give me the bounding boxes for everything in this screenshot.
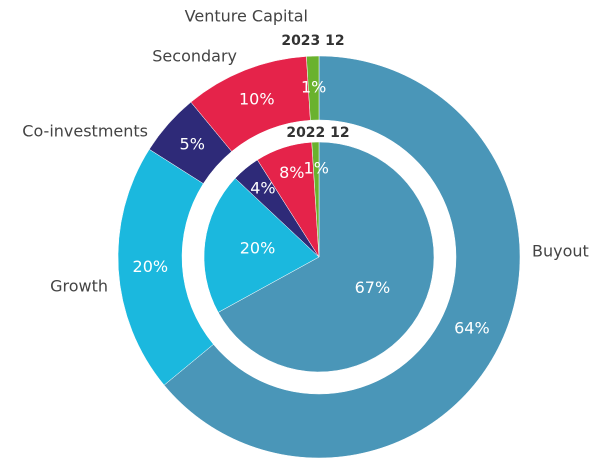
value-label: 67%	[355, 278, 391, 297]
inner-series-label: 2022 12	[286, 125, 349, 141]
value-label: 64%	[454, 318, 490, 337]
value-label: 1%	[304, 159, 329, 178]
category-label: Buyout	[532, 242, 589, 261]
value-label: 5%	[180, 135, 205, 154]
slice	[306, 55, 320, 121]
slice	[117, 148, 214, 386]
value-label: 10%	[239, 89, 275, 108]
value-label: 20%	[133, 257, 169, 276]
value-label: 8%	[279, 163, 304, 182]
slice	[203, 177, 320, 313]
slice	[311, 141, 320, 258]
category-label: Venture Capital	[185, 7, 308, 26]
outer-series-label: 2023 12	[281, 33, 344, 49]
value-label: 4%	[250, 179, 275, 198]
category-label: Co-investments	[22, 122, 148, 141]
value-label: 1%	[301, 78, 326, 97]
value-label: 20%	[240, 239, 276, 258]
slice	[217, 141, 435, 373]
slice	[163, 55, 521, 459]
category-label: Secondary	[152, 47, 237, 66]
category-label: Growth	[50, 277, 108, 296]
